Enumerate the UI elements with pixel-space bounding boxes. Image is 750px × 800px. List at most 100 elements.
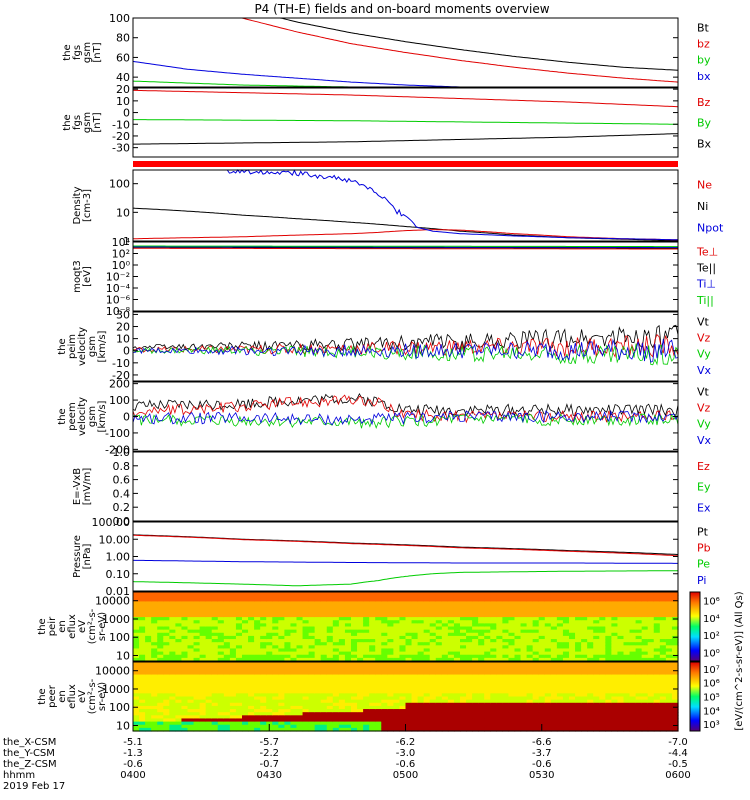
heatmap-cell xyxy=(187,677,195,682)
heatmap-cell xyxy=(151,721,158,726)
heatmap-cell xyxy=(369,712,376,716)
heatmap-cell xyxy=(296,662,304,666)
heatmap-cell xyxy=(429,712,437,716)
heatmap-cell xyxy=(508,696,516,701)
heatmap-cell xyxy=(266,721,273,726)
heatmap-cell xyxy=(587,699,594,704)
heatmap-cell xyxy=(671,671,679,676)
heatmap-cell xyxy=(671,683,679,688)
heatmap-cell xyxy=(369,693,376,698)
heatmap-cell xyxy=(344,696,352,701)
heatmap-cell xyxy=(139,610,146,615)
heatmap-cell xyxy=(514,598,522,603)
heatmap-cell xyxy=(641,617,649,621)
heatmap-cell xyxy=(405,648,413,653)
heatmap-cell xyxy=(623,709,631,713)
y-axis-label: Pressure[nPa] xyxy=(72,535,93,578)
heatmap-cell xyxy=(351,674,358,679)
heatmap-cell xyxy=(205,687,213,691)
heatmap-cell xyxy=(562,709,570,713)
heatmap-cell xyxy=(266,665,273,669)
heatmap-cell xyxy=(653,632,661,637)
heatmap-cell xyxy=(623,601,631,606)
y-tick-label: -20 xyxy=(112,130,130,143)
heatmap-cell xyxy=(145,680,152,685)
y-axis-label-line: peir xyxy=(47,616,58,636)
heatmap-cell xyxy=(242,654,249,659)
heatmap-cell xyxy=(326,657,334,662)
heatmap-cell xyxy=(278,617,285,621)
heatmap-cell xyxy=(284,592,292,596)
heatmap-cell xyxy=(363,635,370,640)
heatmap-cell xyxy=(429,721,437,726)
heatmap-cell xyxy=(417,601,425,606)
y-axis-label-line: E=-VxB xyxy=(72,468,83,505)
heatmap-cell xyxy=(375,601,382,606)
heatmap-cell xyxy=(223,687,231,691)
heatmap-cell xyxy=(235,592,243,596)
heatmap-cell xyxy=(145,724,152,729)
heatmap-cell xyxy=(248,687,255,691)
heatmap-cell xyxy=(387,709,394,713)
heatmap-cell xyxy=(248,696,255,701)
heatmap-cell xyxy=(581,727,588,732)
heatmap-cell xyxy=(447,635,455,640)
heatmap-cell xyxy=(278,657,285,662)
heatmap-cell xyxy=(556,724,564,729)
heatmap-cell xyxy=(653,607,661,612)
heatmap-cell xyxy=(423,604,431,609)
heatmap-cell xyxy=(423,595,431,599)
heatmap-cell xyxy=(302,680,310,685)
heatmap-cell xyxy=(363,724,370,729)
heatmap-cell xyxy=(581,635,588,640)
heatmap-cell xyxy=(393,674,401,679)
heatmap-cell xyxy=(302,702,310,707)
heatmap-cell xyxy=(145,674,152,679)
heatmap-cell xyxy=(151,709,158,713)
heatmap-cell xyxy=(466,654,473,659)
heatmap-cell xyxy=(526,690,534,694)
heatmap-cell xyxy=(617,635,625,640)
heatmap-cell xyxy=(326,617,334,621)
heatmap-cell xyxy=(314,645,322,650)
heatmap-cell xyxy=(284,617,292,621)
heatmap-cell xyxy=(478,709,485,713)
heatmap-cell xyxy=(550,635,558,640)
heatmap-cell xyxy=(290,635,298,640)
heatmap-cell xyxy=(405,671,413,676)
heatmap-cell xyxy=(569,680,576,685)
heatmap-cell xyxy=(302,595,310,599)
heatmap-cell xyxy=(490,601,497,606)
heatmap-cell xyxy=(466,683,473,688)
heatmap-cell xyxy=(351,626,358,631)
heatmap-cell xyxy=(344,632,352,637)
heatmap-cell xyxy=(387,680,394,685)
heatmap-cell xyxy=(460,674,467,679)
heatmap-cell xyxy=(466,626,473,631)
heatmap-cell xyxy=(193,642,201,646)
heatmap-cell xyxy=(441,639,449,643)
heatmap-cell xyxy=(466,715,473,720)
heatmap-cell xyxy=(478,662,485,666)
heatmap-cell xyxy=(235,604,243,609)
heatmap-cell xyxy=(133,620,140,624)
heatmap-cell xyxy=(526,635,534,640)
heatmap-cell xyxy=(338,712,346,716)
heatmap-cell xyxy=(175,674,183,679)
y-tick-label: 0.8 xyxy=(113,460,131,473)
heatmap-cell xyxy=(332,662,340,666)
heatmap-cell xyxy=(133,592,140,596)
heatmap-cell xyxy=(320,610,328,615)
heatmap-cell xyxy=(242,677,249,682)
heatmap-cell xyxy=(181,645,189,650)
heatmap-cell xyxy=(175,665,183,669)
heatmap-cell xyxy=(405,629,413,634)
heatmap-cell xyxy=(417,617,425,621)
heatmap-cell xyxy=(199,727,207,732)
heatmap-cell xyxy=(623,724,631,729)
heatmap-cell xyxy=(217,620,225,624)
heatmap-cell xyxy=(532,601,540,606)
heatmap-cell xyxy=(157,654,164,659)
heatmap-cell xyxy=(151,657,158,662)
